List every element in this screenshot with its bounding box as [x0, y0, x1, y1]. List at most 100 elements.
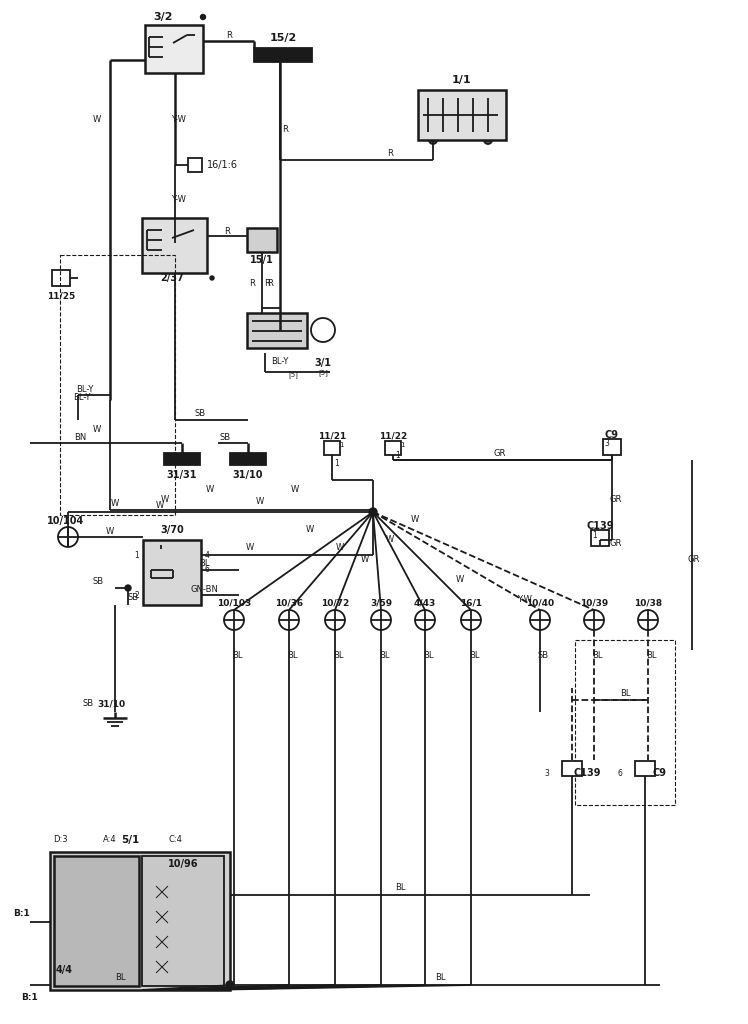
Text: R: R [282, 126, 288, 134]
Text: C139: C139 [586, 521, 614, 531]
Text: B:1: B:1 [13, 909, 31, 919]
Text: GR: GR [610, 540, 622, 549]
Circle shape [210, 276, 214, 280]
Text: 11/25: 11/25 [47, 292, 75, 300]
Bar [603, 439, 621, 455]
Text: BL: BL [378, 650, 389, 659]
Text: 6: 6 [204, 565, 209, 574]
Bar [60, 255, 175, 515]
Text: 2: 2 [134, 591, 139, 599]
Text: BL: BL [435, 974, 445, 982]
Text: BL: BL [395, 883, 405, 892]
Text: W: W [246, 544, 254, 553]
Text: 10/96: 10/96 [168, 859, 198, 869]
Circle shape [484, 136, 492, 144]
Text: SB: SB [127, 594, 138, 602]
Text: BL: BL [286, 650, 297, 659]
Text: R: R [264, 279, 270, 288]
Bar [562, 761, 582, 775]
Text: [5]: [5] [288, 372, 298, 379]
Text: W: W [156, 501, 164, 510]
Text: W: W [256, 498, 264, 507]
Text: 15/2: 15/2 [269, 33, 297, 43]
Circle shape [154, 884, 170, 900]
Text: 1: 1 [339, 442, 343, 449]
Text: 15/1: 15/1 [250, 255, 274, 265]
Circle shape [226, 981, 234, 989]
Text: 6: 6 [618, 768, 622, 777]
Text: C139: C139 [573, 768, 601, 778]
Text: 4/4: 4/4 [55, 965, 73, 975]
Text: BL-Y: BL-Y [73, 392, 91, 401]
Circle shape [369, 508, 377, 516]
Text: BL: BL [423, 650, 433, 659]
Text: Y-W: Y-W [171, 196, 186, 205]
Text: 10/72: 10/72 [321, 598, 349, 607]
Text: W: W [93, 116, 101, 125]
Text: W: W [106, 527, 114, 537]
Text: B:1: B:1 [22, 992, 38, 1001]
Text: 3: 3 [545, 768, 550, 777]
Text: BN: BN [74, 432, 86, 441]
Text: 10/40: 10/40 [526, 598, 554, 607]
Text: BL: BL [114, 974, 125, 982]
Text: 1: 1 [399, 442, 404, 449]
Text: GR: GR [610, 496, 622, 505]
Text: 16/1: 16/1 [460, 598, 482, 607]
Text: C9: C9 [605, 430, 619, 440]
Text: 10/38: 10/38 [634, 598, 662, 607]
Bar [575, 640, 675, 805]
Bar [52, 270, 70, 286]
Text: 10/103: 10/103 [217, 598, 251, 607]
Text: 10/39: 10/39 [580, 598, 608, 607]
Text: W: W [306, 525, 314, 535]
Text: W: W [361, 555, 369, 564]
Text: [5]: [5] [318, 370, 328, 377]
Text: R: R [249, 279, 255, 288]
Text: C9: C9 [653, 768, 667, 778]
Text: 4: 4 [204, 552, 209, 560]
Bar [385, 441, 401, 455]
Text: 5/1: 5/1 [121, 835, 139, 845]
Text: 3/70: 3/70 [160, 525, 184, 535]
Bar [591, 530, 609, 546]
Text: BL-Y: BL-Y [76, 385, 94, 394]
Text: W: W [386, 536, 394, 545]
Text: 2/37: 2/37 [160, 273, 184, 283]
Text: 3: 3 [604, 439, 610, 449]
Text: W: W [411, 515, 419, 524]
Text: BL: BL [333, 650, 343, 659]
Circle shape [154, 959, 170, 975]
Bar [254, 48, 312, 62]
Text: 1/1: 1/1 [453, 75, 472, 85]
Text: 1: 1 [134, 552, 139, 560]
Text: W: W [111, 499, 119, 508]
Text: R: R [224, 226, 230, 236]
Text: 31/10: 31/10 [97, 699, 125, 709]
Text: 4/43: 4/43 [414, 598, 436, 607]
Text: BL: BL [232, 650, 242, 659]
Text: R: R [267, 279, 273, 288]
Text: BL: BL [199, 559, 209, 568]
Text: C:4: C:4 [168, 836, 182, 845]
Text: D:3: D:3 [52, 836, 67, 845]
Text: R: R [226, 31, 232, 40]
Text: W: W [93, 426, 101, 434]
Text: W: W [336, 544, 344, 553]
Bar [230, 453, 266, 465]
Circle shape [200, 14, 206, 19]
Circle shape [429, 136, 437, 144]
Text: GN-BN: GN-BN [190, 585, 218, 594]
Bar [164, 453, 200, 465]
Bar [54, 856, 139, 986]
Text: BL-Y: BL-Y [272, 357, 289, 367]
Bar [50, 852, 230, 990]
Circle shape [154, 934, 170, 950]
Text: A:4: A:4 [103, 836, 117, 845]
Text: 11/22: 11/22 [379, 431, 407, 440]
Bar [142, 218, 207, 273]
Text: SB: SB [537, 650, 548, 659]
Bar [247, 228, 277, 252]
Text: SB: SB [194, 409, 206, 418]
Bar [145, 25, 203, 73]
